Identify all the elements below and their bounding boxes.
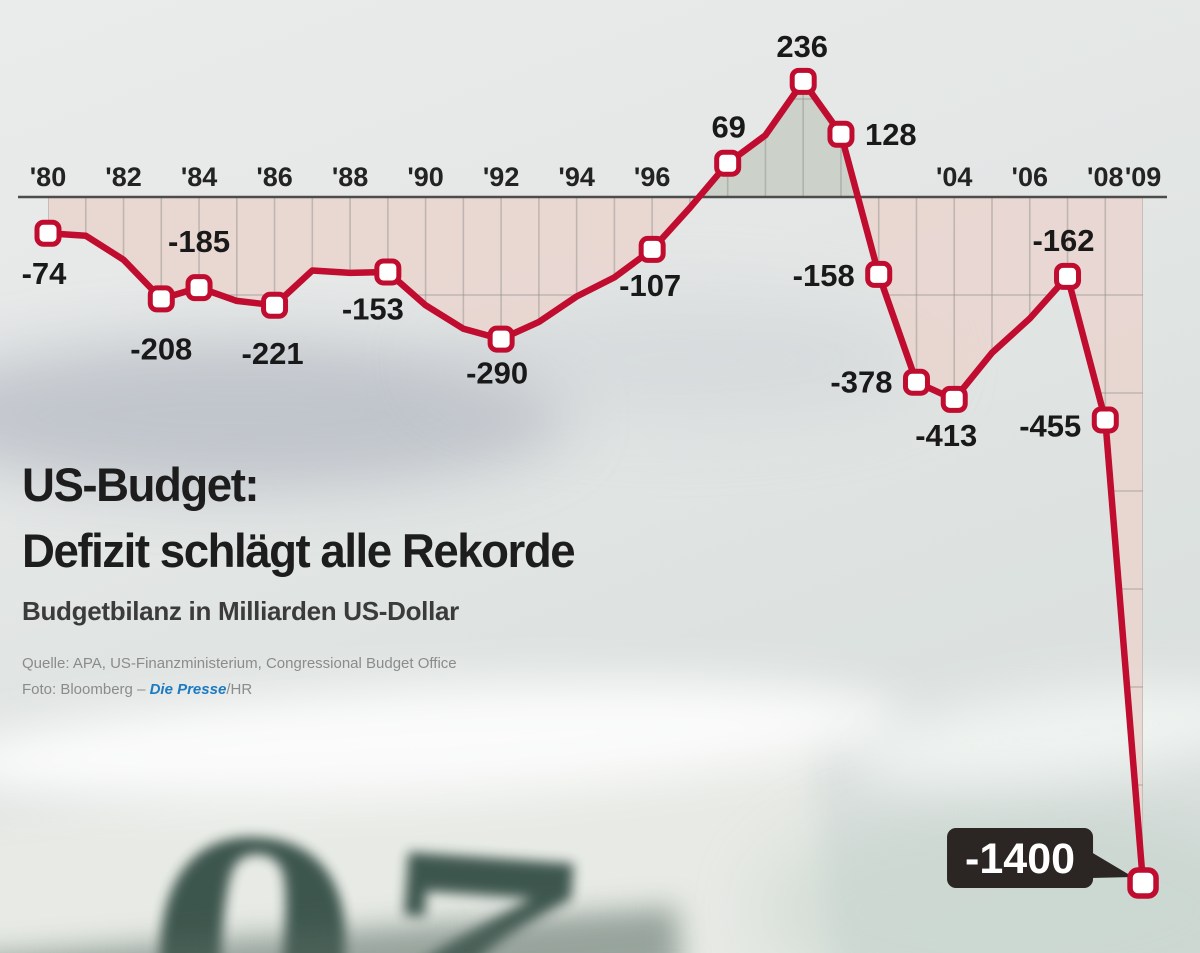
data-point-marker <box>147 285 175 313</box>
x-axis-tick-label: '88 <box>332 162 368 192</box>
data-point-marker <box>902 368 930 396</box>
data-point-marker <box>827 120 855 148</box>
data-point-label: -290 <box>466 356 528 391</box>
data-point-marker <box>34 219 62 247</box>
data-point-marker <box>185 274 213 302</box>
x-axis-tick-label: '96 <box>634 162 670 192</box>
data-point-label: -74 <box>22 256 68 291</box>
x-axis-tick-label: '80 <box>30 162 66 192</box>
x-axis-tick-label: '90 <box>407 162 443 192</box>
x-axis-tick-label: '86 <box>256 162 292 192</box>
data-point-label: -413 <box>915 418 977 453</box>
data-point-marker <box>714 149 742 177</box>
deficit-area-fill <box>48 197 1143 883</box>
data-point-marker <box>487 325 515 353</box>
data-point-label: 128 <box>865 117 917 152</box>
chart-title: US-Budget: Defizit schlägt alle Rekorde <box>22 452 759 584</box>
x-axis-tick-label: '94 <box>558 162 594 192</box>
data-point-label: -1400 <box>965 835 1075 883</box>
data-point-label: -107 <box>619 268 681 303</box>
title-line-2: Defizit schlägt alle Rekorde <box>22 524 576 577</box>
x-axis-tick-label: '92 <box>483 162 519 192</box>
chart-subtitle: Budgetbilanz in Milliarden US-Dollar <box>22 596 460 626</box>
data-point-label: -378 <box>830 365 892 400</box>
data-point-label: -208 <box>130 331 192 366</box>
title-line-1: US-Budget: <box>22 458 260 511</box>
x-axis-tick-label: '82 <box>105 162 141 192</box>
credit-prefix: Foto: Bloomberg <box>22 681 138 698</box>
data-point-marker <box>865 260 893 288</box>
data-point-label: -221 <box>242 336 304 371</box>
data-point-label: -158 <box>793 258 855 293</box>
data-point-label: 236 <box>776 29 828 64</box>
x-axis-tick-label: '06 <box>1012 162 1048 192</box>
credit-suffix: /HR <box>226 681 253 698</box>
data-point-marker <box>789 67 817 95</box>
x-axis-tick-label: '84 <box>181 162 217 192</box>
headline-block: US-Budget: Defizit schlägt alle Rekorde … <box>22 452 782 703</box>
data-point-marker <box>261 291 289 319</box>
credit-line: Foto: Bloomberg – Die Presse/HR <box>22 677 782 703</box>
data-point-marker <box>1091 406 1119 434</box>
data-point-marker <box>374 258 402 286</box>
x-axis-tick-label: '04 <box>936 162 972 192</box>
callout-box <box>947 828 1094 888</box>
die-presse-logo: Die Presse <box>149 681 227 698</box>
credit-separator: – <box>137 681 150 698</box>
x-axis-tick-label: '09 <box>1125 162 1161 192</box>
data-point-label: -185 <box>168 224 230 259</box>
data-point-marker <box>1127 867 1159 899</box>
data-point-label: -455 <box>1019 408 1081 443</box>
source-line: Quelle: APA, US-Finanzministerium, Congr… <box>22 655 457 672</box>
callout-pointer <box>1091 852 1134 878</box>
data-point-marker <box>638 235 666 263</box>
data-point-label: -162 <box>1032 223 1094 258</box>
data-point-marker <box>940 385 968 413</box>
data-point-label: -153 <box>342 291 404 326</box>
data-point-marker <box>1054 262 1082 290</box>
x-axis-tick-label: '08 <box>1087 162 1123 192</box>
source-block: Quelle: APA, US-Finanzministerium, Congr… <box>22 651 782 703</box>
data-point-label: 69 <box>711 110 745 145</box>
